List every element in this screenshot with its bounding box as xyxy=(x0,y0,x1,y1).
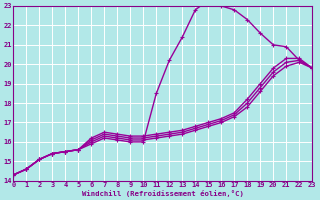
X-axis label: Windchill (Refroidissement éolien,°C): Windchill (Refroidissement éolien,°C) xyxy=(82,190,244,197)
